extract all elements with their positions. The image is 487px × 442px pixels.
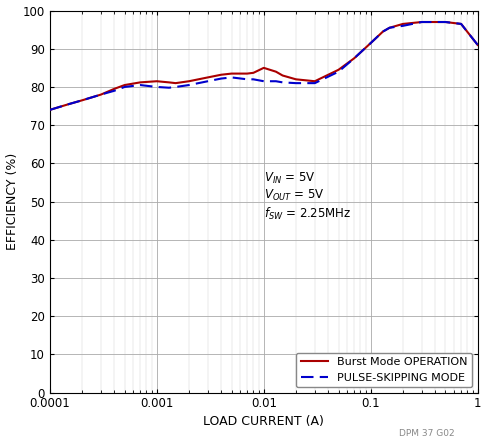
PULSE-SKIPPING MODE <box>228 75 234 80</box>
PULSE-SKIPPING MODE <box>112 88 117 93</box>
PULSE-SKIPPING MODE <box>244 76 250 82</box>
Burst Mode OPERATION <box>137 80 143 85</box>
PULSE-SKIPPING MODE <box>400 23 406 28</box>
PULSE-SKIPPING MODE <box>137 82 143 88</box>
PULSE-SKIPPING MODE <box>419 19 425 25</box>
PULSE-SKIPPING MODE <box>250 76 256 82</box>
Burst Mode OPERATION <box>336 67 341 72</box>
Burst Mode OPERATION <box>228 71 234 76</box>
Burst Mode OPERATION <box>218 72 224 77</box>
Burst Mode OPERATION <box>387 25 393 30</box>
Burst Mode OPERATION <box>47 107 53 113</box>
PULSE-SKIPPING MODE <box>280 80 285 85</box>
Burst Mode OPERATION <box>79 98 85 103</box>
PULSE-SKIPPING MODE <box>475 42 481 48</box>
PULSE-SKIPPING MODE <box>261 79 267 84</box>
Burst Mode OPERATION <box>173 80 179 86</box>
Burst Mode OPERATION <box>380 29 386 34</box>
PULSE-SKIPPING MODE <box>336 69 341 74</box>
Burst Mode OPERATION <box>166 80 172 85</box>
PULSE-SKIPPING MODE <box>166 85 172 90</box>
PULSE-SKIPPING MODE <box>173 84 179 90</box>
PULSE-SKIPPING MODE <box>186 82 192 88</box>
PULSE-SKIPPING MODE <box>312 80 318 86</box>
PULSE-SKIPPING MODE <box>458 21 464 27</box>
Text: $V_{IN}$ = 5V
$V_{OUT}$ = 5V
$f_{SW}$ = 2.25MHz: $V_{IN}$ = 5V $V_{OUT}$ = 5V $f_{SW}$ = … <box>264 171 351 222</box>
PULSE-SKIPPING MODE <box>351 56 357 61</box>
Burst Mode OPERATION <box>186 79 192 84</box>
Line: PULSE-SKIPPING MODE: PULSE-SKIPPING MODE <box>50 22 478 110</box>
Burst Mode OPERATION <box>98 92 104 97</box>
Line: Burst Mode OPERATION: Burst Mode OPERATION <box>50 22 478 110</box>
PULSE-SKIPPING MODE <box>380 29 386 34</box>
PULSE-SKIPPING MODE <box>205 79 211 84</box>
PULSE-SKIPPING MODE <box>66 102 72 107</box>
PULSE-SKIPPING MODE <box>218 76 224 81</box>
Burst Mode OPERATION <box>293 76 299 82</box>
Burst Mode OPERATION <box>66 102 72 107</box>
Burst Mode OPERATION <box>250 70 256 76</box>
Burst Mode OPERATION <box>273 69 279 74</box>
PULSE-SKIPPING MODE <box>443 19 449 25</box>
Burst Mode OPERATION <box>419 19 425 25</box>
Burst Mode OPERATION <box>351 56 357 61</box>
Burst Mode OPERATION <box>154 79 160 84</box>
Burst Mode OPERATION <box>312 79 318 84</box>
Burst Mode OPERATION <box>205 75 211 80</box>
Legend: Burst Mode OPERATION, PULSE-SKIPPING MODE: Burst Mode OPERATION, PULSE-SKIPPING MOD… <box>296 353 472 387</box>
PULSE-SKIPPING MODE <box>368 40 374 46</box>
PULSE-SKIPPING MODE <box>122 84 128 90</box>
Text: DPM 37 G02: DPM 37 G02 <box>399 429 455 438</box>
PULSE-SKIPPING MODE <box>98 92 104 97</box>
Burst Mode OPERATION <box>244 71 250 76</box>
PULSE-SKIPPING MODE <box>154 84 160 90</box>
PULSE-SKIPPING MODE <box>387 25 393 30</box>
X-axis label: LOAD CURRENT (A): LOAD CURRENT (A) <box>204 415 324 427</box>
PULSE-SKIPPING MODE <box>273 79 279 84</box>
Burst Mode OPERATION <box>112 86 117 91</box>
Y-axis label: EFFICIENCY (%): EFFICIENCY (%) <box>5 153 19 250</box>
PULSE-SKIPPING MODE <box>79 98 85 103</box>
PULSE-SKIPPING MODE <box>47 107 53 113</box>
Burst Mode OPERATION <box>443 19 449 25</box>
Burst Mode OPERATION <box>458 21 464 27</box>
Burst Mode OPERATION <box>400 21 406 27</box>
Burst Mode OPERATION <box>475 42 481 48</box>
Burst Mode OPERATION <box>368 40 374 46</box>
Burst Mode OPERATION <box>261 65 267 71</box>
Burst Mode OPERATION <box>122 82 128 88</box>
Burst Mode OPERATION <box>280 73 285 78</box>
PULSE-SKIPPING MODE <box>293 80 299 86</box>
